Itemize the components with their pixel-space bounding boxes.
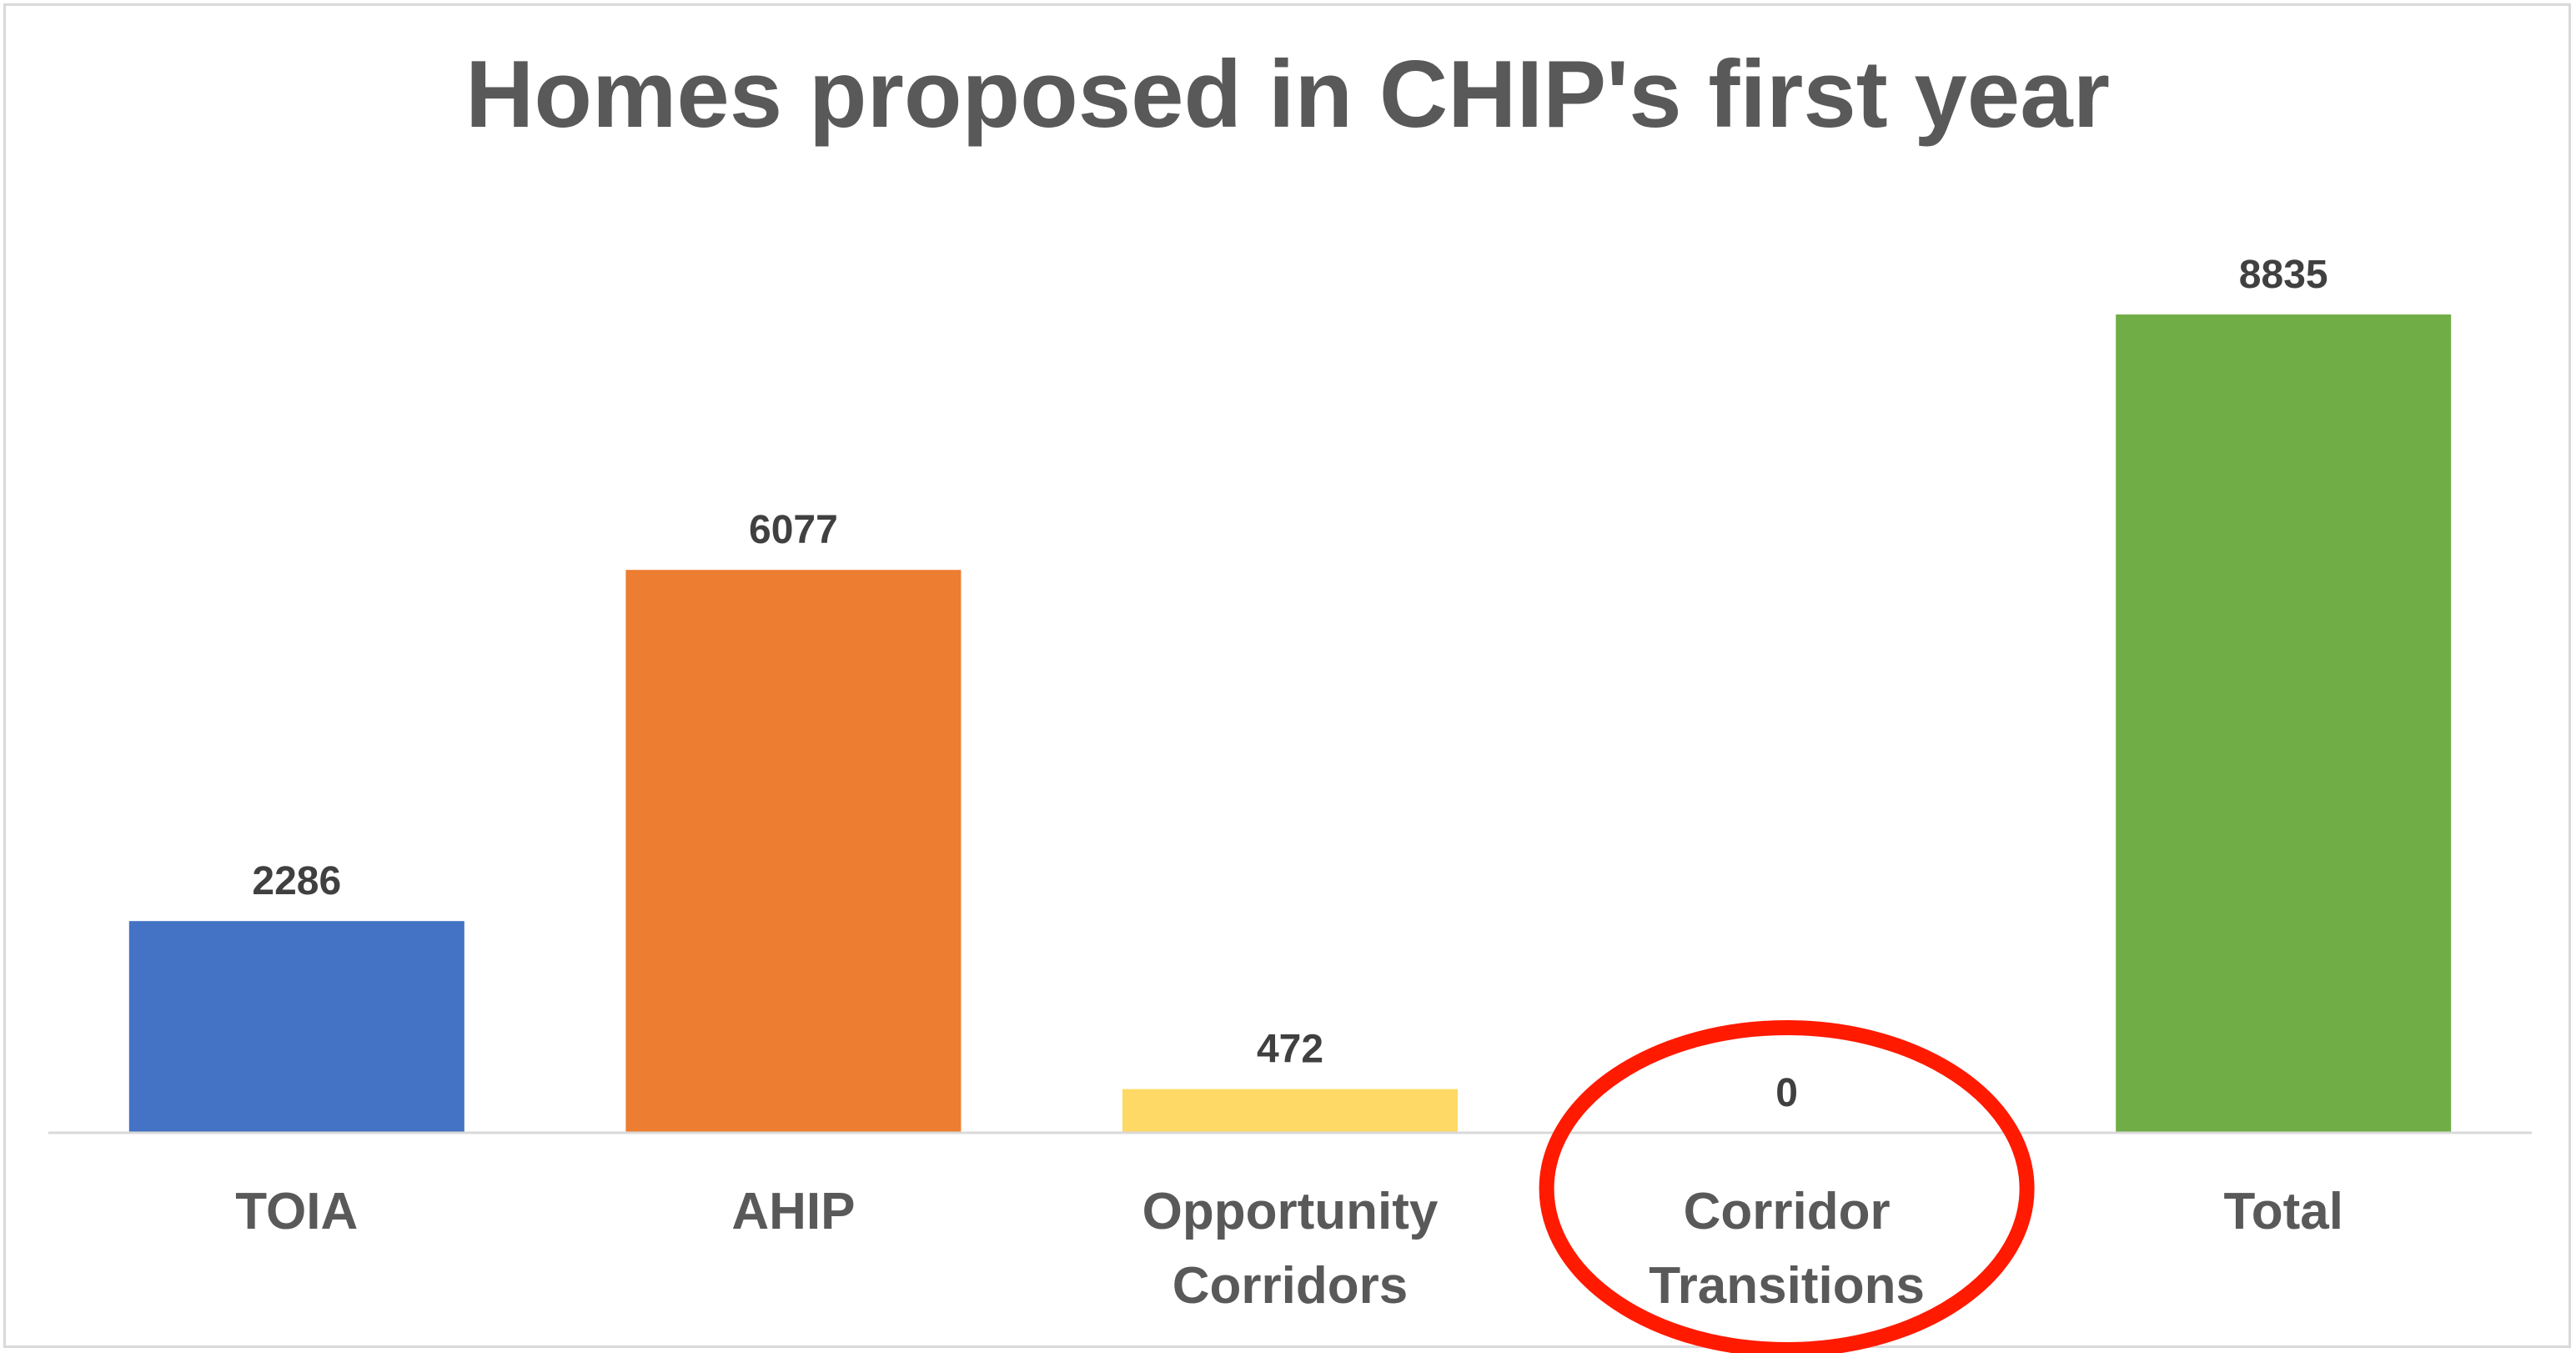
bar-1 <box>625 570 962 1133</box>
category-label-4-line-0: Total <box>2223 1183 2343 1240</box>
bar-2 <box>1122 1089 1458 1133</box>
annotation-ellipse <box>1539 1020 2035 1353</box>
data-label-4: 8835 <box>2239 253 2328 297</box>
category-label-2-line-0: Opportunity <box>1142 1183 1439 1240</box>
labels-layer: 2286 TOIA 6077 AHIP 472 Opportunity Corridors 0… <box>235 253 2343 1315</box>
category-label-0-line-0: TOIA <box>235 1183 358 1240</box>
category-label-3-line-0: Corridor <box>1684 1183 1891 1240</box>
data-label-0: 2286 <box>252 859 341 903</box>
category-label-1-line-0: AHIP <box>731 1183 855 1240</box>
annotation-layer <box>1539 1020 2035 1353</box>
data-label-1: 6077 <box>749 508 838 552</box>
data-label-3: 0 <box>1775 1071 1798 1115</box>
bar-4 <box>2116 314 2452 1133</box>
data-label-2: 472 <box>1257 1028 1323 1072</box>
category-label-2-line-1: Corridors <box>1173 1257 1408 1315</box>
chart-title: Homes proposed in CHIP's first year <box>465 42 2110 148</box>
bars-layer <box>128 314 2452 1133</box>
bar-0 <box>128 921 464 1133</box>
category-label-3-line-1: Transitions <box>1649 1257 1925 1315</box>
